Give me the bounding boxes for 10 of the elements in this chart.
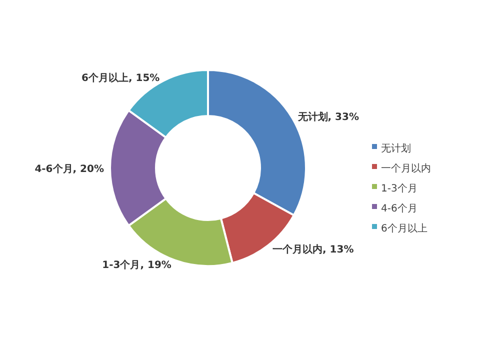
legend-label: 一个月以内 (381, 162, 431, 175)
legend-label: 无计划 (381, 142, 411, 155)
data-label: 无计划, 33% (296, 111, 360, 124)
legend-label: 6个月以上 (381, 222, 428, 235)
data-label: 一个月以内, 13% (272, 244, 354, 256)
data-label: 4-6个月, 20% (34, 163, 104, 175)
data-label: 1-3个月, 19% (102, 258, 172, 271)
legend-label: 4-6个月 (381, 202, 418, 215)
data-label: 6个月以上, 15% (82, 72, 160, 84)
legend-label: 1-3个月 (381, 182, 418, 195)
